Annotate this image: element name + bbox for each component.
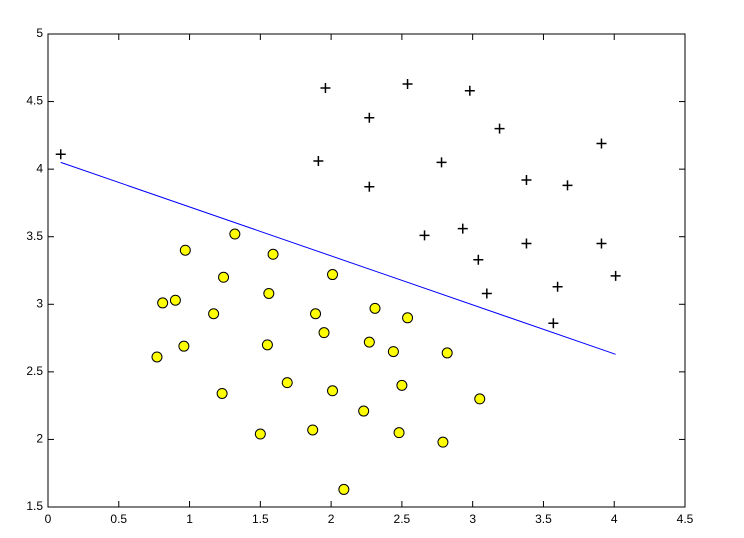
y-tick-label: 1.5 <box>26 499 43 513</box>
plus-point <box>552 281 563 292</box>
plus-point <box>562 180 573 191</box>
x-tick-label: 2 <box>328 512 335 526</box>
circle-point <box>402 312 414 324</box>
x-tick-label: 1.5 <box>252 512 269 526</box>
circle-point <box>396 379 408 391</box>
circle-point <box>338 483 350 495</box>
plus-point <box>419 230 430 241</box>
x-tick-label: 3 <box>469 512 476 526</box>
circle-point <box>310 308 322 320</box>
plus-point <box>521 174 532 185</box>
y-tick-label: 3 <box>36 296 43 310</box>
x-tick-label: 4.5 <box>677 512 694 526</box>
x-tick-label: 1 <box>186 512 193 526</box>
plus-point <box>596 238 607 249</box>
circle-point <box>363 336 375 348</box>
plus-point <box>436 157 447 168</box>
circle-point <box>327 385 339 397</box>
x-tick-label: 2.5 <box>394 512 411 526</box>
circle-point <box>267 248 279 260</box>
plot-frame <box>47 33 686 508</box>
y-tick-label: 3.5 <box>26 229 43 243</box>
plus-point <box>402 79 413 90</box>
y-tick-label: 4 <box>36 161 43 175</box>
circle-point <box>281 377 293 389</box>
plus-point <box>521 238 532 249</box>
plus-point <box>313 156 324 167</box>
x-tick-label: 0 <box>45 512 52 526</box>
plus-point <box>610 270 621 281</box>
x-tick-label: 0.5 <box>110 512 127 526</box>
boundary-line <box>60 161 616 355</box>
plus-point <box>55 149 66 160</box>
y-tick-label: 2 <box>36 432 43 446</box>
plus-point <box>457 223 468 234</box>
plus-point <box>464 85 475 96</box>
circle-point <box>178 340 190 352</box>
plus-point <box>364 181 375 192</box>
circle-point <box>369 302 381 314</box>
circle-point <box>157 297 169 309</box>
circle-point <box>216 387 228 399</box>
circle-point <box>169 294 181 306</box>
circle-point <box>179 244 191 256</box>
circle-point <box>387 346 399 358</box>
plus-point <box>548 318 559 329</box>
y-tick-label: 5 <box>36 26 43 40</box>
circle-point <box>151 351 163 363</box>
circle-point <box>437 436 449 448</box>
circle-point <box>358 405 370 417</box>
plus-point <box>481 288 492 299</box>
y-tick-label: 2.5 <box>26 364 43 378</box>
circle-point <box>441 347 453 359</box>
plus-point <box>320 83 331 94</box>
circle-point <box>393 427 405 439</box>
circle-point <box>229 228 241 240</box>
plus-point <box>596 138 607 149</box>
plus-point <box>364 112 375 123</box>
circle-point <box>254 428 266 440</box>
x-tick-label: 3.5 <box>535 512 552 526</box>
circle-point <box>208 308 220 320</box>
circle-point <box>327 269 339 281</box>
circle-point <box>218 271 230 283</box>
plus-point <box>494 123 505 134</box>
circle-point <box>263 287 275 299</box>
y-tick-label: 4.5 <box>26 94 43 108</box>
circle-point <box>318 327 330 339</box>
plus-point <box>473 254 484 265</box>
circle-point <box>307 424 319 436</box>
circle-point <box>261 339 273 351</box>
x-tick-label: 4 <box>611 512 618 526</box>
circle-point <box>474 393 486 405</box>
